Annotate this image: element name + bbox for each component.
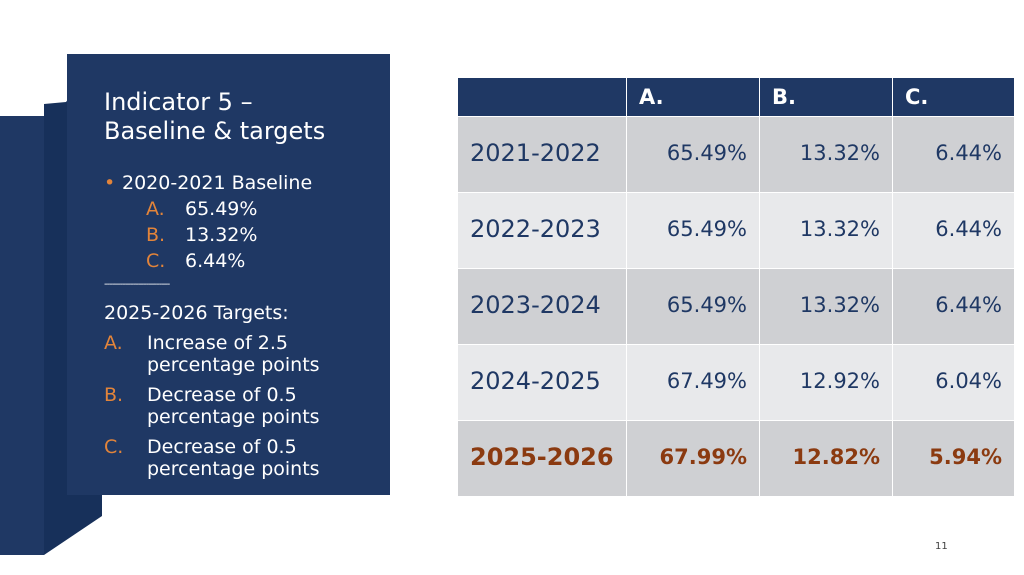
value-text: 6.04%	[935, 368, 1002, 393]
value-cell-b: 13.32%	[759, 192, 893, 269]
value-cell-c: 6.44%	[892, 116, 1015, 193]
year-cell: 2022-2023	[457, 192, 627, 269]
value-cell-b: 13.32%	[759, 116, 893, 193]
baseline-item-a: A. 65.49%	[104, 196, 390, 222]
target-item-b: B. Decrease of 0.5 percentage points	[104, 384, 390, 428]
header-cell-c: C.	[892, 77, 1015, 117]
target-letter: C.	[104, 436, 124, 458]
baseline-bullet: • 2020-2021 Baseline	[104, 170, 390, 196]
panel-title: Indicator 5 – Baseline & targets	[104, 88, 390, 146]
target-letter: A.	[104, 332, 123, 354]
value-text: 65.49%	[666, 216, 747, 241]
target-text: Decrease of 0.5 percentage points	[147, 436, 320, 480]
value-cell-c: 6.44%	[892, 268, 1015, 345]
value-text: 13.32%	[799, 292, 880, 317]
panel-title-line1: Indicator 5 –	[104, 88, 253, 116]
value-text: 6.44%	[935, 216, 1002, 241]
value-cell-a: 65.49%	[626, 192, 760, 269]
value-cell-a: 65.49%	[626, 268, 760, 345]
baseline-value: 65.49%	[185, 198, 258, 220]
value-text: 65.49%	[666, 292, 747, 317]
targets-label: 2025-2026 Targets:	[104, 302, 289, 324]
value-cell-b: 12.82%	[759, 420, 893, 497]
value-cell-b: 13.32%	[759, 268, 893, 345]
year-text: 2021-2022	[470, 138, 601, 167]
table-row: 2024-2025 67.49% 12.92% 6.04%	[457, 344, 1015, 421]
value-cell-c: 6.44%	[892, 192, 1015, 269]
year-text: 2023-2024	[470, 290, 601, 319]
header-cell-year	[457, 77, 627, 117]
baseline-item-b: B. 13.32%	[104, 222, 390, 248]
value-text: 13.32%	[799, 216, 880, 241]
panel-title-line2: Baseline & targets	[104, 117, 326, 145]
value-cell-a: 65.49%	[626, 116, 760, 193]
baseline-label: 2020-2021 Baseline	[122, 172, 313, 194]
table-row: 2021-2022 65.49% 13.32% 6.44%	[457, 116, 1015, 193]
target-letter: B.	[104, 384, 124, 406]
year-cell: 2021-2022	[457, 116, 627, 193]
year-cell: 2024-2025	[457, 344, 627, 421]
value-text: 5.94%	[929, 444, 1002, 469]
baseline-item-c: C. 6.44%	[104, 248, 390, 274]
value-cell-b: 12.92%	[759, 344, 893, 421]
header-cell-a: A.	[626, 77, 760, 117]
target-item-a: A. Increase of 2.5 percentage points	[104, 332, 390, 376]
value-cell-a: 67.49%	[626, 344, 760, 421]
target-text: Decrease of 0.5 percentage points	[147, 384, 320, 428]
table-row: 2022-2023 65.49% 13.32% 6.44%	[457, 192, 1015, 269]
divider-line: -------------------------	[104, 279, 170, 290]
value-text: 12.92%	[799, 368, 880, 393]
value-text: 13.32%	[799, 140, 880, 165]
page-number: 11	[935, 541, 948, 552]
bullet-dot-icon: •	[104, 172, 116, 194]
targets-table: A. B. C. 2021-2022 65.49% 13.32% 6.44% 2…	[457, 77, 1015, 497]
target-item-c: C. Decrease of 0.5 percentage points	[104, 436, 390, 480]
target-text: Increase of 2.5 percentage points	[147, 332, 320, 376]
value-text: 65.49%	[666, 140, 747, 165]
value-cell-c: 5.94%	[892, 420, 1015, 497]
year-text: 2025-2026	[470, 442, 614, 471]
indicator-panel: Indicator 5 – Baseline & targets • 2020-…	[67, 54, 390, 495]
table-header-row: A. B. C.	[457, 77, 1015, 117]
header-cell-b: B.	[759, 77, 893, 117]
year-cell: 2023-2024	[457, 268, 627, 345]
decorative-back-block	[0, 116, 44, 555]
value-text: 67.49%	[666, 368, 747, 393]
value-text: 6.44%	[935, 140, 1002, 165]
value-text: 6.44%	[935, 292, 1002, 317]
table-row: 2023-2024 65.49% 13.32% 6.44%	[457, 268, 1015, 345]
year-cell: 2025-2026	[457, 420, 627, 497]
baseline-value: 13.32%	[185, 224, 258, 246]
year-text: 2024-2025	[470, 366, 601, 395]
baseline-letter: B.	[146, 224, 166, 246]
value-cell-a: 67.99%	[626, 420, 760, 497]
value-cell-c: 6.04%	[892, 344, 1015, 421]
baseline-letter: A.	[146, 198, 165, 220]
value-text: 67.99%	[659, 444, 747, 469]
table-row-target: 2025-2026 67.99% 12.82% 5.94%	[457, 420, 1015, 497]
value-text: 12.82%	[792, 444, 880, 469]
baseline-letter: C.	[146, 250, 166, 272]
baseline-value: 6.44%	[185, 250, 246, 272]
year-text: 2022-2023	[470, 214, 601, 243]
